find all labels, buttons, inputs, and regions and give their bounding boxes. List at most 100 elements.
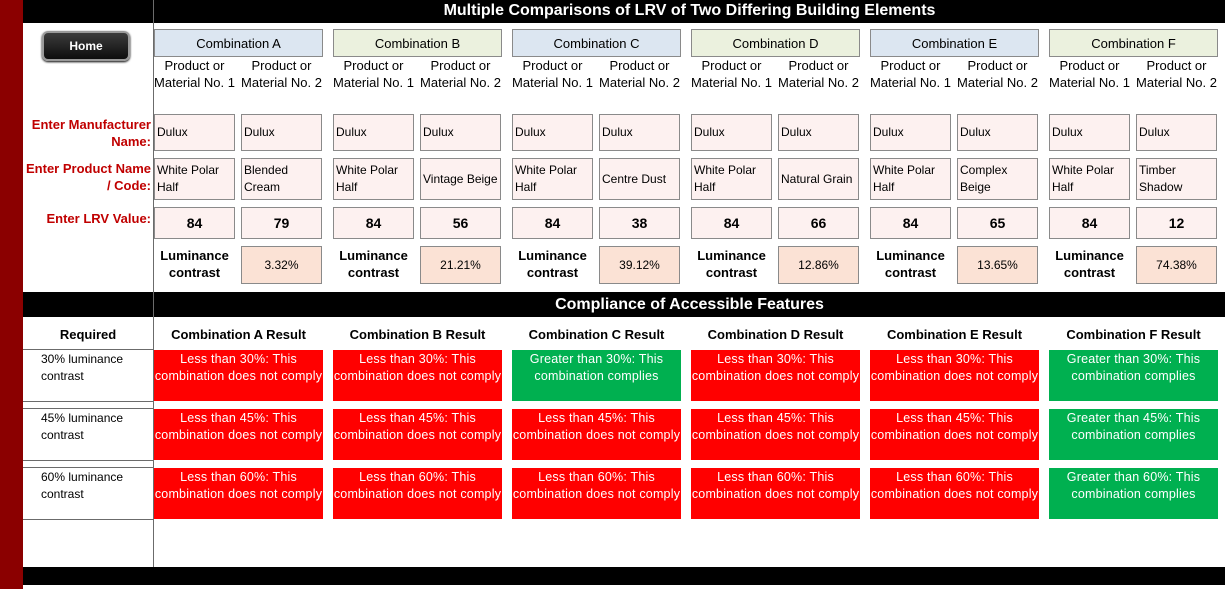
product-1-input[interactable]: White Polar Half <box>333 158 414 200</box>
lrv-2-input[interactable]: 56 <box>420 207 501 239</box>
compliance-result: Less than 45%: This combination does not… <box>870 409 1039 460</box>
compliance-result: Less than 60%: This combination does not… <box>154 468 323 519</box>
luminance-contrast-label: Luminance contrast <box>697 248 766 280</box>
compliance-result: Less than 30%: This combination does not… <box>333 350 502 401</box>
lrv-2-input[interactable]: 66 <box>778 207 859 239</box>
lrv-2-input[interactable]: 65 <box>957 207 1038 239</box>
product-2-input[interactable]: Timber Shadow <box>1136 158 1217 200</box>
lrv-1-input[interactable]: 84 <box>512 207 593 239</box>
lrv-label: Enter LRV Value: <box>46 211 151 226</box>
footer-bar <box>23 567 1225 585</box>
compliance-result: Less than 45%: This combination does not… <box>512 409 681 460</box>
required-label: Required <box>59 327 117 342</box>
requirement-label: 60% luminance contrast <box>41 470 124 501</box>
compliance-result: Greater than 30%: This combination compl… <box>1049 350 1218 401</box>
row-divider <box>23 408 153 409</box>
material-1-header: Product or Material No. 1 <box>333 58 414 90</box>
row-divider <box>23 349 153 350</box>
manufacturer-1-input[interactable]: Dulux <box>333 114 414 151</box>
product-2-input[interactable]: Blended Cream <box>241 158 322 200</box>
compliance-result: Less than 45%: This combination does not… <box>333 409 502 460</box>
compliance-bar: Compliance of Accessible Features <box>23 292 1225 317</box>
product-2-input[interactable]: Complex Beige <box>957 158 1038 200</box>
lrv-2-input[interactable]: 12 <box>1136 207 1217 239</box>
product-label: Enter Product Name / Code: <box>26 161 151 193</box>
result-header: Combination E Result <box>886 327 1023 342</box>
result-header: Combination B Result <box>349 327 486 342</box>
requirement-label: 30% luminance contrast <box>41 352 124 383</box>
column-divider <box>153 0 154 567</box>
manufacturer-1-input[interactable]: Dulux <box>1049 114 1130 151</box>
luminance-contrast-value: 39.12% <box>599 246 680 284</box>
combination-header: Combination B <box>333 29 502 57</box>
product-1-input[interactable]: White Polar Half <box>870 158 951 200</box>
combination-header: Combination F <box>1049 29 1218 57</box>
result-header: Combination F Result <box>1066 327 1201 342</box>
compliance-result: Less than 60%: This combination does not… <box>691 468 860 519</box>
lrv-1-input[interactable]: 84 <box>154 207 235 239</box>
material-2-header: Product or Material No. 2 <box>241 58 322 90</box>
product-2-input[interactable]: Natural Grain <box>778 158 859 200</box>
compliance-result: Less than 60%: This combination does not… <box>333 468 502 519</box>
compliance-title: Compliance of Accessible Features <box>555 296 824 313</box>
luminance-contrast-value: 13.65% <box>957 246 1038 284</box>
lrv-2-input[interactable]: 38 <box>599 207 680 239</box>
product-2-input[interactable]: Vintage Beige <box>420 158 501 200</box>
lrv-1-input[interactable]: 84 <box>691 207 772 239</box>
luminance-contrast-value: 21.21% <box>420 246 501 284</box>
result-header: Combination C Result <box>528 327 665 342</box>
compliance-result: Less than 30%: This combination does not… <box>870 350 1039 401</box>
manufacturer-2-input[interactable]: Dulux <box>957 114 1038 151</box>
luminance-contrast-label: Luminance contrast <box>339 248 408 280</box>
compliance-result: Less than 45%: This combination does not… <box>154 409 323 460</box>
result-header: Combination D Result <box>707 327 844 342</box>
row-divider <box>23 460 153 461</box>
product-1-input[interactable]: White Polar Half <box>1049 158 1130 200</box>
manufacturer-2-input[interactable]: Dulux <box>241 114 322 151</box>
material-1-header: Product or Material No. 1 <box>1049 58 1130 90</box>
product-1-input[interactable]: White Polar Half <box>691 158 772 200</box>
luminance-contrast-label: Luminance contrast <box>518 248 587 280</box>
manufacturer-2-input[interactable]: Dulux <box>778 114 859 151</box>
manufacturer-1-input[interactable]: Dulux <box>870 114 951 151</box>
lrv-1-input[interactable]: 84 <box>870 207 951 239</box>
row-divider <box>23 467 153 468</box>
product-2-input[interactable]: Centre Dust <box>599 158 680 200</box>
compliance-result: Greater than 60%: This combination compl… <box>1049 468 1218 519</box>
material-2-header: Product or Material No. 2 <box>420 58 501 90</box>
compliance-result: Less than 60%: This combination does not… <box>512 468 681 519</box>
manufacturer-label: Enter Manufacturer Name: <box>31 117 151 149</box>
luminance-contrast-label: Luminance contrast <box>1055 248 1124 280</box>
left-accent-bar <box>0 0 23 589</box>
compliance-result: Less than 30%: This combination does not… <box>154 350 323 401</box>
lrv-1-input[interactable]: 84 <box>1049 207 1130 239</box>
product-1-input[interactable]: White Polar Half <box>154 158 235 200</box>
material-2-header: Product or Material No. 2 <box>778 58 859 90</box>
requirement-label: 45% luminance contrast <box>41 411 124 442</box>
lrv-1-input[interactable]: 84 <box>333 207 414 239</box>
compliance-result: Greater than 45%: This combination compl… <box>1049 409 1218 460</box>
manufacturer-2-input[interactable]: Dulux <box>420 114 501 151</box>
luminance-contrast-label: Luminance contrast <box>160 248 229 280</box>
combination-header: Combination D <box>691 29 860 57</box>
luminance-contrast-label: Luminance contrast <box>876 248 945 280</box>
row-divider <box>23 401 153 402</box>
material-2-header: Product or Material No. 2 <box>1136 58 1217 90</box>
combination-header: Combination A <box>154 29 323 57</box>
title-bar: Multiple Comparisons of LRV of Two Diffe… <box>23 0 1225 23</box>
product-1-input[interactable]: White Polar Half <box>512 158 593 200</box>
luminance-contrast-value: 3.32% <box>241 246 322 284</box>
manufacturer-1-input[interactable]: Dulux <box>512 114 593 151</box>
manufacturer-1-input[interactable]: Dulux <box>691 114 772 151</box>
row-divider <box>23 519 153 520</box>
combination-header: Combination E <box>870 29 1039 57</box>
manufacturer-1-input[interactable]: Dulux <box>154 114 235 151</box>
material-1-header: Product or Material No. 1 <box>154 58 235 90</box>
home-button[interactable]: Home <box>42 31 130 61</box>
manufacturer-2-input[interactable]: Dulux <box>599 114 680 151</box>
lrv-2-input[interactable]: 79 <box>241 207 322 239</box>
compliance-result: Less than 60%: This combination does not… <box>870 468 1039 519</box>
manufacturer-2-input[interactable]: Dulux <box>1136 114 1217 151</box>
material-2-header: Product or Material No. 2 <box>957 58 1038 90</box>
material-2-header: Product or Material No. 2 <box>599 58 680 90</box>
